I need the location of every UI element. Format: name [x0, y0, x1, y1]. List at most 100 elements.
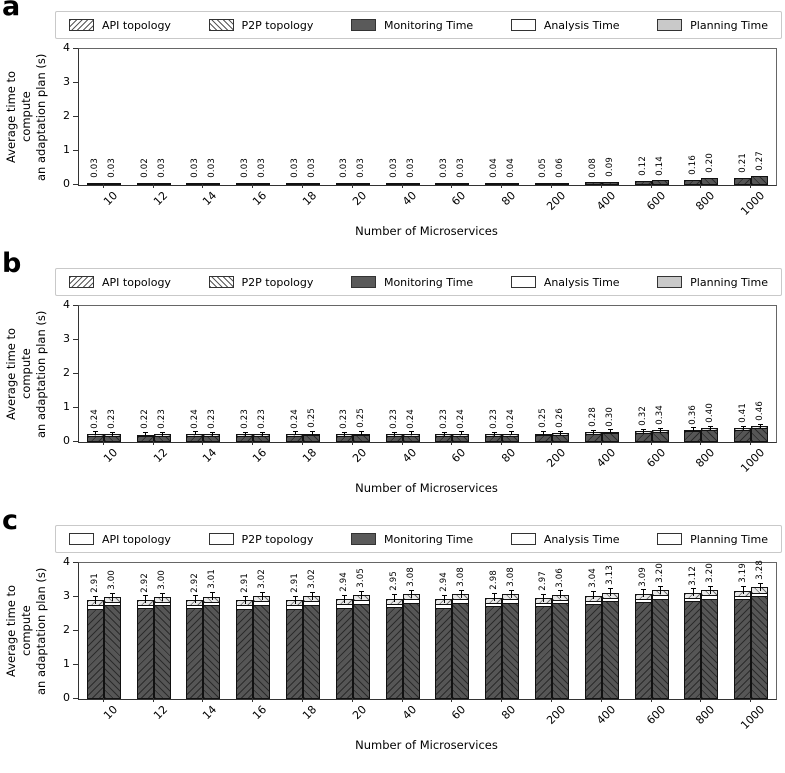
x-tick-label: 12	[150, 189, 170, 209]
segment-planning-time	[735, 591, 751, 597]
bar-value-label: 0.21	[737, 153, 748, 173]
error-bar	[759, 424, 761, 428]
segment-analysis-time	[254, 602, 270, 606]
segment-planning-time	[635, 594, 651, 601]
bar-value-label: 0.32	[638, 405, 649, 426]
error-bar	[660, 586, 662, 594]
bar-p2p-topology	[701, 428, 719, 442]
x-tick-label: 14	[200, 703, 220, 723]
legend-item: Analysis Time	[510, 533, 620, 546]
bar-value-label: 0.03	[389, 158, 400, 178]
x-axis-label: Number of Microservices	[355, 224, 498, 238]
x-tick-label: 400	[593, 446, 618, 471]
error-bar	[742, 587, 744, 595]
segment-planning-time	[752, 588, 768, 594]
x-tick-label: 16	[250, 446, 270, 466]
bar-value-label: 0.24	[505, 408, 516, 429]
x-tick-mark	[501, 441, 503, 445]
segment-planning-time	[652, 431, 668, 434]
bar-p2p-topology	[352, 595, 370, 699]
bar-value-label: 2.92	[189, 572, 200, 593]
segment-analysis-time	[87, 606, 103, 610]
bar-value-label: 0.46	[754, 401, 765, 421]
segment-planning-time	[187, 600, 203, 606]
segment-monitoring-time	[87, 436, 103, 441]
segment-monitoring-time	[752, 176, 768, 184]
segment-planning-time	[87, 434, 103, 437]
segment-planning-time	[137, 600, 153, 606]
segment-planning-time	[652, 591, 668, 597]
bar-value-label: 3.09	[638, 566, 649, 587]
bar-value-label: 0.25	[356, 408, 367, 428]
segment-planning-time	[503, 595, 519, 601]
error-bar-cap	[707, 585, 713, 587]
error-bar-cap	[658, 427, 664, 429]
bar-value-label: 0.24	[455, 408, 466, 429]
error-bar	[510, 432, 512, 436]
x-tick-label: 400	[593, 703, 618, 728]
bar-p2p-topology	[651, 590, 669, 699]
x-tick-mark	[351, 184, 353, 188]
segment-monitoring-time	[503, 603, 519, 698]
segment-monitoring-time	[386, 608, 402, 698]
x-tick-label: 80	[499, 446, 519, 466]
bar-p2p-topology	[551, 182, 569, 185]
legend-swatch-icon	[657, 19, 683, 31]
segment-monitoring-time	[237, 436, 253, 441]
segment-monitoring-time	[204, 606, 220, 698]
error-bar	[692, 428, 694, 432]
bar-value-label: 3.28	[754, 560, 765, 580]
segment-planning-time	[386, 435, 402, 437]
bar-value-label: 3.08	[406, 567, 417, 587]
error-bar	[194, 432, 196, 436]
error-bar	[411, 432, 413, 436]
legend-swatch-icon	[657, 533, 683, 545]
segment-monitoring-time	[535, 607, 551, 698]
error-bar	[643, 590, 645, 598]
x-tick-label: 1000	[738, 703, 768, 732]
segment-analysis-time	[585, 601, 601, 606]
error-bar-cap	[491, 593, 497, 595]
x-tick-label: 18	[300, 446, 320, 466]
bar-api-topology	[86, 600, 104, 699]
bar-value-label: 0.20	[704, 153, 715, 174]
bar-value-label: 0.25	[538, 408, 549, 428]
segment-planning-time	[287, 434, 303, 437]
x-tick-label: 1000	[738, 189, 768, 218]
x-axis-label: Number of Microservices	[355, 738, 498, 752]
x-tick-mark	[302, 441, 304, 445]
x-tick-label: 40	[399, 446, 419, 466]
segment-planning-time	[635, 432, 651, 434]
error-bar-cap	[209, 431, 215, 433]
segment-monitoring-time	[187, 609, 203, 698]
chart-panel: a API topology P2P topology Monitoring Tim…	[0, 0, 785, 257]
segment-analysis-time	[702, 596, 718, 600]
legend-item-label: Monitoring Time	[383, 18, 474, 32]
bar-value-label: 0.03	[289, 158, 300, 178]
x-tick-label: 12	[150, 446, 170, 466]
x-tick-label: 80	[499, 703, 519, 723]
x-tick-label: 14	[200, 189, 220, 209]
bar-value-label: 3.01	[206, 569, 217, 590]
error-bar	[560, 431, 562, 435]
y-axis-label-line1: Average time to compute	[4, 327, 33, 421]
y-tick-mark	[73, 339, 78, 340]
x-tick-label: 60	[449, 189, 469, 209]
legend-swatch-icon	[208, 19, 234, 31]
y-tick-mark	[73, 82, 78, 83]
x-tick-mark	[451, 698, 453, 702]
segment-monitoring-time	[685, 432, 701, 441]
legend-swatch-icon	[510, 19, 536, 31]
segment-monitoring-time	[585, 435, 601, 441]
error-bar-cap	[242, 431, 248, 433]
bar-value-label: 3.06	[555, 567, 566, 588]
x-tick-mark	[152, 441, 154, 445]
bar-value-label: 0.24	[289, 408, 300, 429]
legend-item-label: API topology	[102, 532, 171, 546]
x-tick-label: 600	[643, 703, 668, 728]
bar-api-topology	[634, 180, 652, 185]
segment-monitoring-time	[752, 596, 768, 698]
bar-p2p-topology	[253, 596, 271, 699]
legend-item-label: Planning Time	[690, 18, 768, 32]
legend-swatch-icon	[350, 19, 376, 31]
